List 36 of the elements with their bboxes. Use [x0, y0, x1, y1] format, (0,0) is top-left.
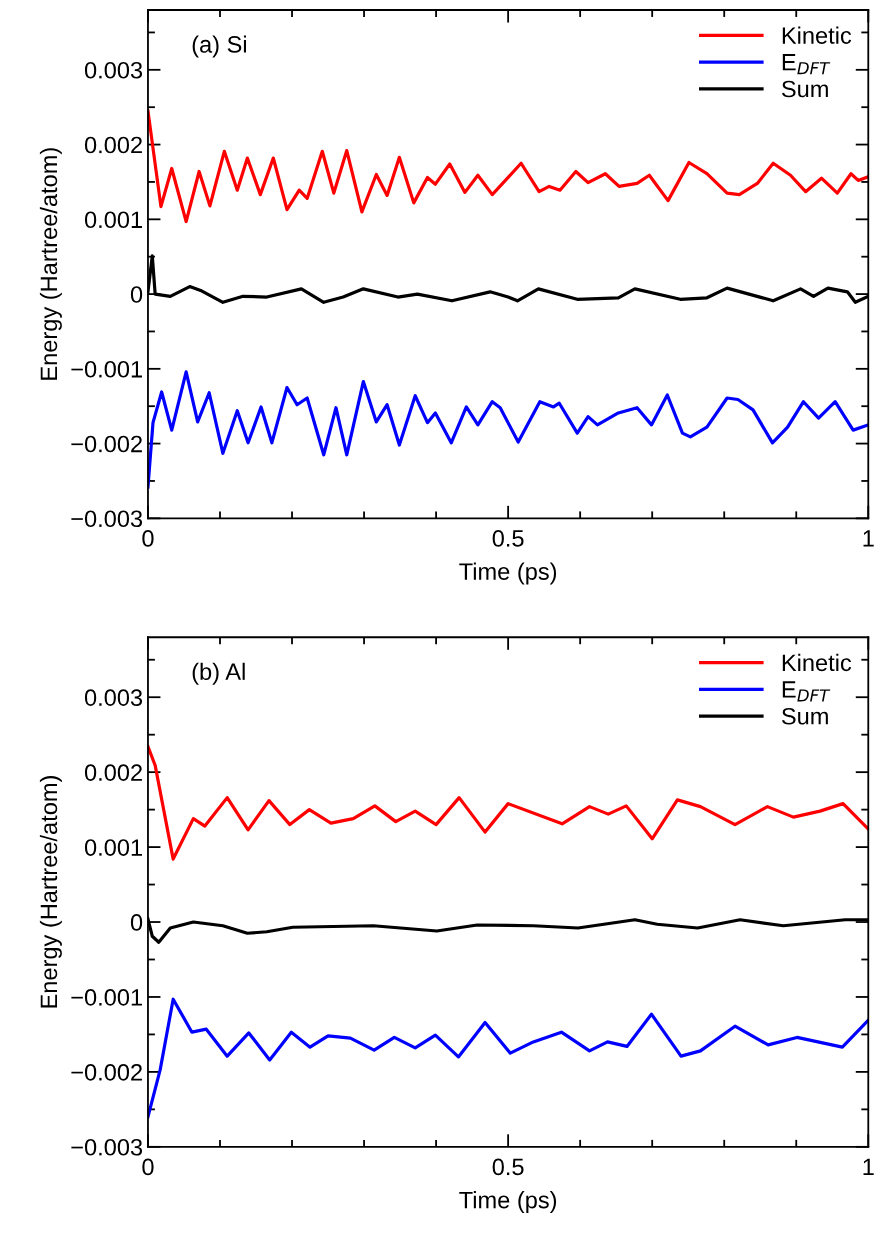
y-tick-label: −0.001 — [71, 989, 142, 1006]
legend-label: E$_{DFT}$ — [782, 54, 831, 75]
legend-label: Kinetic — [782, 26, 852, 44]
x-tick-label: 0.5 — [492, 530, 524, 547]
x-axis-title: Time (ps) — [459, 1191, 557, 1214]
legend-label: Sum — [781, 80, 828, 98]
y-tick-label: −0.003 — [71, 1138, 143, 1156]
y-tick-label: −0.002 — [71, 435, 142, 453]
x-tick-label: 0 — [142, 1158, 154, 1176]
y-tick-label: −0.001 — [71, 360, 142, 378]
y-tick-label: 0.002 — [84, 136, 142, 154]
y-tick-label: 0.003 — [84, 61, 143, 79]
y-tick-label: −0.003 — [71, 510, 143, 528]
line-series — [147, 745, 869, 861]
y-tick-label: 0 — [130, 914, 143, 931]
annotation: (a) Si — [192, 35, 246, 58]
y-axis-title: Energy (Hartree/atom) — [39, 148, 62, 380]
x-tick-label: 0.5 — [492, 1158, 524, 1176]
x-tick-label: 1 — [863, 530, 874, 547]
y-axis-title: Energy (Hartree/atom) — [39, 776, 62, 1008]
y-tick-label: 0.001 — [84, 211, 142, 229]
y-tick-label: 0.003 — [84, 689, 143, 706]
legend-label: Kinetic — [782, 653, 852, 672]
annotation: (b) Al — [192, 662, 245, 685]
x-axis-title: Time (ps) — [459, 562, 557, 585]
x-tick-label: 1 — [863, 1158, 874, 1176]
line-series — [147, 109, 869, 224]
y-tick-label: 0 — [130, 286, 143, 303]
y-tick-label: 0.001 — [84, 839, 142, 856]
line-series — [147, 997, 869, 1119]
line-series — [147, 370, 869, 489]
legend-label: Sum — [781, 707, 828, 725]
y-tick-label: 0.002 — [84, 764, 142, 781]
x-tick-label: 0 — [142, 530, 154, 547]
y-tick-label: −0.002 — [71, 1063, 142, 1081]
legend-label: E$_{DFT}$ — [782, 681, 831, 702]
